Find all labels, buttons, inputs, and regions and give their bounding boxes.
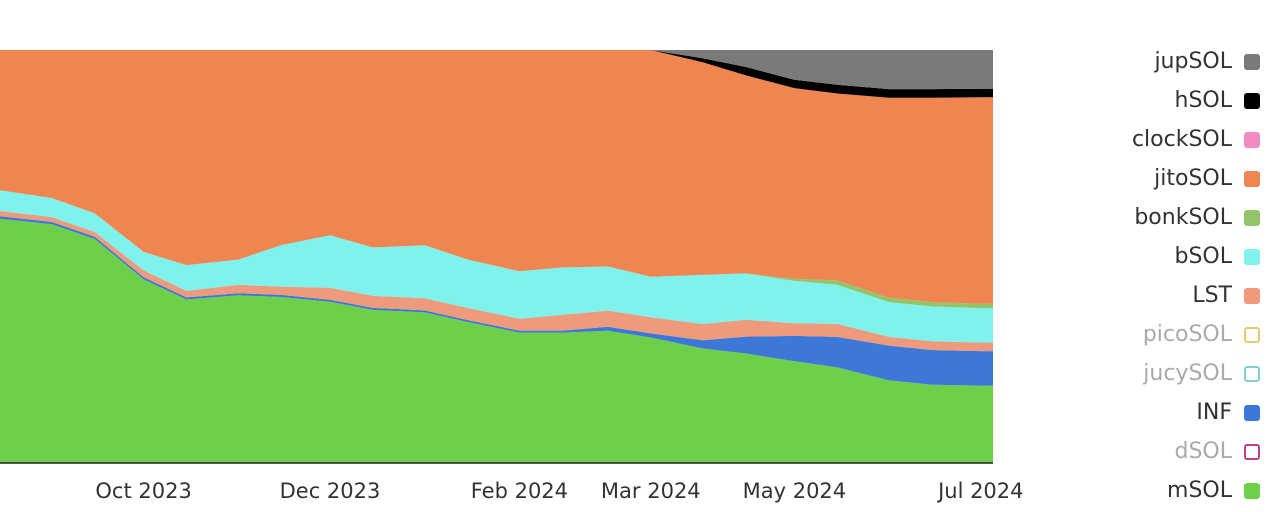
legend-swatch-icon bbox=[1244, 131, 1260, 148]
legend-label: clockSOL bbox=[1131, 127, 1232, 152]
x-tick-label: Feb 2024 bbox=[471, 479, 568, 503]
legend-swatch-icon bbox=[1244, 404, 1260, 421]
area-msol bbox=[0, 218, 993, 463]
legend-label: hSOL bbox=[1174, 88, 1232, 113]
legend-label: LST bbox=[1192, 283, 1232, 308]
legend-swatch-icon bbox=[1244, 209, 1260, 226]
area-jupsol bbox=[0, 50, 993, 90]
x-tick-label: Oct 2023 bbox=[95, 479, 191, 503]
area-jitosol bbox=[0, 50, 993, 304]
legend-label: bonkSOL bbox=[1134, 205, 1232, 230]
legend-swatch-icon bbox=[1244, 92, 1260, 109]
legend-item-lst[interactable]: LST bbox=[1100, 276, 1260, 315]
legend-label: bSOL bbox=[1174, 244, 1232, 269]
x-tick-label: Dec 2023 bbox=[280, 479, 381, 503]
legend-item-bonksol[interactable]: bonkSOL bbox=[1100, 198, 1260, 237]
legend-item-picosol[interactable]: picoSOL bbox=[1100, 315, 1260, 354]
legend-item-jitosol[interactable]: jitoSOL bbox=[1100, 159, 1260, 198]
area-lst bbox=[0, 211, 993, 352]
legend-label: picoSOL bbox=[1142, 322, 1232, 347]
legend-item-clocksol[interactable]: clockSOL bbox=[1100, 120, 1260, 159]
legend-label: dSOL bbox=[1174, 439, 1232, 464]
legend-item-jupsol[interactable]: jupSOL bbox=[1100, 42, 1260, 81]
stacked-area-chart: Oct 2023 Dec 2023 Feb 2024 Mar 2024 May 2024… bbox=[0, 50, 1024, 503]
legend-swatch-icon bbox=[1244, 170, 1260, 187]
legend-label: jupSOL bbox=[1154, 49, 1232, 74]
legend-label: jucySOL bbox=[1143, 361, 1232, 386]
legend-swatch-icon bbox=[1244, 287, 1260, 304]
legend-label: mSOL bbox=[1167, 478, 1232, 503]
legend-swatch-icon bbox=[1244, 326, 1260, 343]
legend-swatch-icon bbox=[1244, 365, 1260, 382]
x-tick-label: Mar 2024 bbox=[601, 479, 701, 503]
legend-swatch-icon bbox=[1244, 248, 1260, 265]
legend-swatch-icon bbox=[1244, 443, 1260, 460]
legend-label: jitoSOL bbox=[1154, 166, 1232, 191]
area-hsol bbox=[0, 50, 993, 98]
legend-item-hsol[interactable]: hSOL bbox=[1100, 81, 1260, 120]
legend-item-msol[interactable]: mSOL bbox=[1100, 471, 1260, 510]
legend-swatch-icon bbox=[1244, 482, 1260, 499]
x-tick-label: May 2024 bbox=[743, 479, 847, 503]
legend-item-jucysol[interactable]: jucySOL bbox=[1100, 354, 1260, 393]
legend-swatch-icon bbox=[1244, 53, 1260, 70]
legend-item-inf[interactable]: INF bbox=[1100, 393, 1260, 432]
chart-legend: jupSOL hSOL clockSOL jitoSOL bonkSOL bSOL LST p… bbox=[1100, 42, 1260, 510]
legend-item-bsol[interactable]: bSOL bbox=[1100, 237, 1260, 276]
legend-label: INF bbox=[1196, 400, 1232, 425]
x-tick-label: Jul 2024 bbox=[936, 479, 1023, 503]
legend-item-dsol[interactable]: dSOL bbox=[1100, 432, 1260, 471]
area-inf bbox=[0, 216, 993, 386]
area-bsol bbox=[0, 190, 993, 343]
